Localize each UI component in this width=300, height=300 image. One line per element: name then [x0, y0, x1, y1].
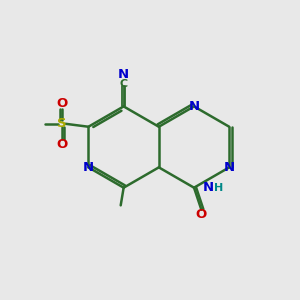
Text: H: H [214, 183, 224, 193]
Text: N: N [224, 161, 235, 174]
Text: O: O [196, 208, 207, 221]
Text: C: C [120, 79, 128, 89]
Text: N: N [188, 100, 200, 113]
Text: O: O [56, 97, 68, 110]
Text: N: N [83, 161, 94, 174]
Text: S: S [57, 117, 67, 130]
Text: N: N [118, 68, 129, 81]
Text: O: O [56, 138, 68, 151]
Text: N: N [202, 181, 213, 194]
